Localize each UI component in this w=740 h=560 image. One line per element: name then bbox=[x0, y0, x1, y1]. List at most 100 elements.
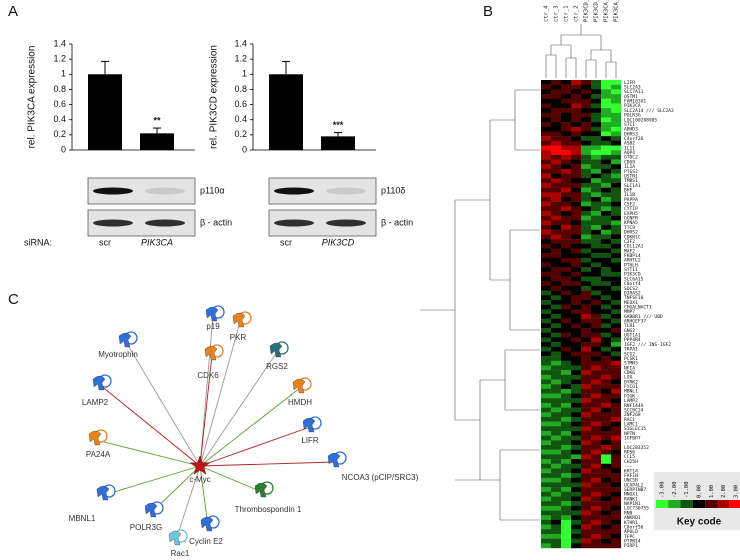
heatmap-cell bbox=[541, 295, 551, 301]
heatmap-cell bbox=[601, 299, 611, 305]
heatmap-cell bbox=[571, 365, 581, 371]
heatmap-cell bbox=[581, 262, 591, 268]
heatmap-cell bbox=[611, 398, 621, 404]
heatmap-cell bbox=[581, 337, 591, 343]
heatmap-cell bbox=[571, 192, 581, 198]
heatmap-cell bbox=[601, 239, 611, 244]
heatmap-cell bbox=[601, 126, 611, 132]
heatmap-cell bbox=[581, 117, 591, 123]
heatmap-cell bbox=[561, 89, 571, 95]
heatmap-cell bbox=[561, 108, 571, 113]
heatmap-cell bbox=[571, 80, 581, 85]
heatmap-cell bbox=[561, 342, 571, 347]
heatmap-cell bbox=[601, 131, 611, 137]
heatmap-cell bbox=[581, 159, 591, 165]
heatmap-cell bbox=[601, 356, 611, 361]
heatmap-cell bbox=[591, 229, 601, 235]
heatmap-cell bbox=[611, 131, 621, 137]
heatmap-cell bbox=[591, 510, 601, 516]
panel-letter: B bbox=[483, 3, 493, 20]
heatmap-cell bbox=[551, 533, 561, 539]
heatmap-cell bbox=[551, 257, 561, 263]
heatmap-cell bbox=[541, 150, 551, 156]
heatmap-cell bbox=[591, 538, 601, 544]
colorbar-tick-label: -3.00 bbox=[660, 481, 666, 498]
heatmap-cell bbox=[551, 323, 561, 329]
node-label: RGS2 bbox=[266, 362, 288, 371]
heatmap-cell bbox=[541, 299, 551, 305]
heatmap-cell bbox=[601, 314, 611, 319]
network-edge bbox=[199, 351, 278, 467]
heatmap-cell bbox=[611, 248, 621, 254]
heatmap-cell bbox=[591, 505, 601, 511]
row-label: --- bbox=[624, 465, 632, 470]
heatmap-cell bbox=[571, 510, 581, 516]
heatmap-cell bbox=[561, 299, 571, 305]
heatmap-cell bbox=[571, 140, 581, 146]
heatmap-cell bbox=[591, 215, 601, 221]
heatmap-cell bbox=[591, 239, 601, 244]
heatmap-cell bbox=[611, 126, 621, 132]
network-edge bbox=[199, 465, 263, 493]
heatmap-cell bbox=[561, 103, 571, 109]
heatmap-cell bbox=[611, 239, 621, 244]
heatmap-cell bbox=[591, 131, 601, 137]
heatmap-cell bbox=[561, 182, 571, 188]
heatmap-cell bbox=[541, 164, 551, 170]
row-label: BHF bbox=[624, 187, 633, 193]
heatmap-cell bbox=[581, 459, 591, 464]
heatmap-cell bbox=[601, 440, 611, 446]
heatmap-cell bbox=[571, 281, 581, 287]
heatmap-cell bbox=[611, 365, 621, 371]
y-axis-label: rel. PIK3CD expression bbox=[209, 45, 220, 149]
heatmap-cell bbox=[601, 271, 611, 277]
heatmap-cell bbox=[551, 173, 561, 179]
heatmap-cell bbox=[571, 112, 581, 118]
heatmap-cell bbox=[601, 501, 611, 507]
heatmap-cell bbox=[601, 295, 611, 301]
heatmap-cell bbox=[581, 150, 591, 156]
colorbar-swatch bbox=[680, 500, 693, 508]
heatmap-cell bbox=[611, 505, 621, 511]
node-icon bbox=[269, 342, 283, 358]
hub-label: c-Myc bbox=[189, 475, 210, 484]
heatmap-cell bbox=[611, 234, 621, 240]
row-label: SLC2A3 bbox=[624, 85, 641, 91]
heatmap-cell bbox=[601, 206, 611, 212]
heatmap-cell bbox=[541, 454, 551, 460]
network-edge bbox=[199, 461, 336, 467]
heatmap-cell bbox=[591, 122, 601, 127]
heatmap-cell bbox=[601, 108, 611, 113]
heatmap-cell bbox=[601, 136, 611, 142]
heatmap-cell bbox=[551, 150, 561, 156]
row-label: CHGALNACT1 bbox=[624, 304, 652, 310]
heatmap-cell bbox=[611, 168, 621, 174]
heatmap-cell bbox=[601, 384, 611, 390]
node-label: PA24A bbox=[86, 450, 111, 459]
heatmap-cell bbox=[591, 248, 601, 254]
heatmap-cell bbox=[581, 154, 591, 160]
heatmap-cell bbox=[591, 201, 601, 207]
heatmap-cell bbox=[551, 463, 561, 469]
heatmap-cell bbox=[601, 435, 611, 441]
heatmap-cell bbox=[611, 243, 621, 249]
heatmap-cell bbox=[551, 225, 561, 230]
row-label: --- bbox=[624, 441, 632, 446]
heatmap-cell bbox=[611, 187, 621, 193]
heatmap-cell bbox=[601, 412, 611, 418]
heatmap-cell bbox=[581, 112, 591, 118]
heatmap-cell bbox=[591, 168, 601, 174]
heatmap-cell bbox=[581, 253, 591, 259]
heatmap-cell bbox=[541, 136, 551, 142]
node-label: MBNL1 bbox=[69, 514, 96, 523]
heatmap-cell bbox=[541, 154, 551, 160]
node-label: Thrombospondin 1 bbox=[235, 505, 302, 514]
heatmap-cell bbox=[591, 342, 601, 347]
heatmap-cell bbox=[611, 108, 621, 113]
heatmap-cell bbox=[561, 253, 571, 259]
heatmap-cell bbox=[541, 201, 551, 207]
heatmap-cell bbox=[541, 459, 551, 464]
heatmap-cell bbox=[541, 501, 551, 507]
heatmap-cell bbox=[561, 332, 571, 338]
heatmap-cell bbox=[551, 454, 561, 460]
